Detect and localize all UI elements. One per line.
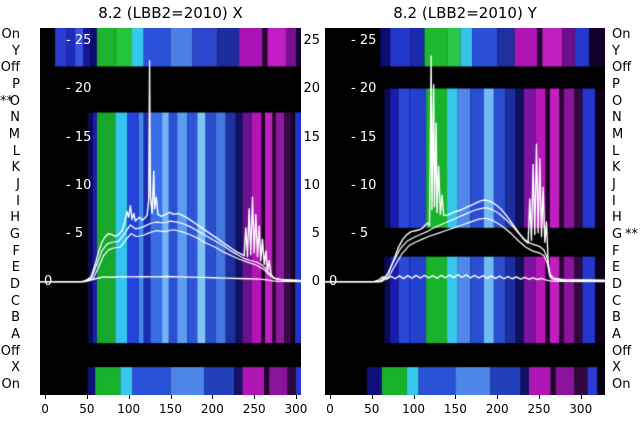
selection-marker-left: ** bbox=[0, 93, 13, 109]
x-tick-label: 300 bbox=[284, 402, 308, 416]
channel-label-left: I bbox=[16, 193, 20, 209]
channel-label-right: M bbox=[612, 127, 624, 142]
channel-label-left: K bbox=[11, 160, 20, 176]
y-tick-label-inner: - 20 bbox=[66, 81, 92, 97]
channel-label-right: P bbox=[612, 77, 620, 92]
channel-label-right: X bbox=[612, 360, 621, 376]
channel-label-right: L bbox=[612, 143, 620, 159]
channel-label-right: O bbox=[612, 93, 623, 109]
x-tick-label: 200 bbox=[485, 402, 509, 416]
channel-label-left: C bbox=[10, 293, 20, 309]
channel-label-right: I bbox=[612, 193, 616, 209]
channel-label-left: J bbox=[16, 177, 20, 192]
y-tick-label-inner: - 10 bbox=[66, 177, 92, 193]
channel-label-left: P bbox=[12, 77, 20, 92]
channel-label-left: Y bbox=[12, 43, 20, 59]
channel-label-right: Y bbox=[612, 43, 620, 59]
x-tick-label: 200 bbox=[200, 402, 224, 416]
x-tick-mark bbox=[330, 395, 331, 399]
channel-label-right: G bbox=[612, 227, 623, 242]
x-tick-label: 50 bbox=[364, 402, 380, 416]
channel-label-left: O bbox=[9, 93, 20, 109]
x-tick-mark bbox=[295, 395, 297, 399]
x-tick-mark bbox=[580, 395, 582, 399]
x-tick-mark bbox=[254, 395, 256, 399]
y-tick-label-mid: 20 bbox=[303, 81, 320, 97]
channel-label-left: Off bbox=[0, 343, 20, 359]
channel-label-right: E bbox=[612, 260, 621, 276]
x-tick-mark bbox=[371, 395, 373, 399]
x-tick-mark bbox=[212, 395, 214, 399]
x-tick-mark bbox=[413, 395, 415, 399]
x-tick-label: 100 bbox=[117, 402, 141, 416]
x-tick-mark bbox=[45, 395, 47, 399]
y-tick-label-mid: 0 bbox=[311, 273, 320, 289]
y-tick-label-inner: - 25 bbox=[351, 33, 377, 49]
x-tick-mark bbox=[128, 395, 130, 399]
channel-label-left: Off bbox=[0, 60, 20, 76]
y-tick-label-inner: - 25 bbox=[66, 33, 92, 49]
channel-label-left: L bbox=[12, 143, 20, 159]
x-tick-label: 150 bbox=[443, 402, 467, 416]
x-tick-label: 250 bbox=[527, 402, 551, 416]
channel-label-left: B bbox=[11, 310, 20, 326]
channel-label-left: D bbox=[9, 277, 20, 292]
heatmap-y-panel bbox=[325, 28, 605, 395]
x-tick-label: 250 bbox=[242, 402, 266, 416]
channel-label-left: F bbox=[12, 243, 20, 259]
channel-label-right: N bbox=[612, 110, 622, 126]
channel-label-right: Off bbox=[612, 60, 632, 76]
y-tick-label-inner: 0 bbox=[44, 273, 53, 289]
y-tick-label-mid: 10 bbox=[303, 177, 320, 193]
channel-label-left: G bbox=[9, 227, 20, 242]
channel-label-right: Off bbox=[612, 343, 632, 359]
y-tick-label-inner: - 15 bbox=[351, 129, 377, 145]
y-tick-label-mid: 5 bbox=[311, 225, 320, 241]
x-tick-label: 300 bbox=[569, 402, 593, 416]
channel-label-right: D bbox=[612, 277, 623, 292]
x-tick-mark bbox=[86, 395, 88, 399]
y-tick-label-inner: - 20 bbox=[351, 81, 377, 97]
channel-label-right: B bbox=[612, 310, 621, 326]
x-tick-label: 150 bbox=[159, 402, 182, 416]
channel-label-left: N bbox=[10, 110, 20, 126]
x-tick-label: 50 bbox=[79, 402, 95, 416]
y-tick-label-mid: 25 bbox=[303, 33, 320, 49]
panel-x-title: 8.2 (LBB2=2010) X bbox=[98, 4, 243, 22]
channel-label-right: F bbox=[612, 243, 620, 259]
channel-label-right: A bbox=[612, 327, 621, 342]
channel-label-left: E bbox=[11, 260, 20, 276]
channel-label-right: On bbox=[612, 27, 631, 42]
x-tick-mark bbox=[497, 395, 499, 399]
channel-label-left: On bbox=[1, 27, 20, 42]
y-tick-label-inner: - 10 bbox=[351, 177, 377, 193]
y-tick-label-mid: 15 bbox=[303, 129, 320, 145]
channel-label-right: K bbox=[612, 160, 621, 176]
x-tick-mark bbox=[170, 395, 172, 399]
channel-label-right: H bbox=[612, 210, 622, 226]
y-tick-label-inner: 0 bbox=[329, 273, 338, 289]
x-tick-label: 0 bbox=[41, 402, 49, 416]
x-tick-label: 100 bbox=[402, 402, 426, 416]
x-tick-label: 0 bbox=[326, 402, 334, 416]
channel-label-right: C bbox=[612, 293, 622, 309]
heatmap-x-panel bbox=[40, 28, 301, 395]
panel-y-title: 8.2 (LBB2=2010) Y bbox=[393, 4, 537, 22]
x-tick-mark bbox=[538, 395, 540, 399]
channel-label-left: M bbox=[8, 127, 20, 142]
y-tick-label-inner: - 5 bbox=[66, 225, 84, 241]
channel-label-left: X bbox=[11, 360, 20, 376]
y-tick-label-inner: - 15 bbox=[66, 129, 92, 145]
channel-label-left: A bbox=[11, 327, 20, 342]
channel-label-left: H bbox=[10, 210, 20, 226]
selection-marker-right: ** bbox=[625, 227, 638, 242]
channel-label-right: On bbox=[612, 377, 631, 392]
x-tick-mark bbox=[455, 395, 457, 399]
y-tick-label-inner: - 5 bbox=[351, 225, 369, 241]
channel-label-right: J bbox=[612, 177, 616, 192]
channel-label-left: On bbox=[1, 377, 20, 392]
